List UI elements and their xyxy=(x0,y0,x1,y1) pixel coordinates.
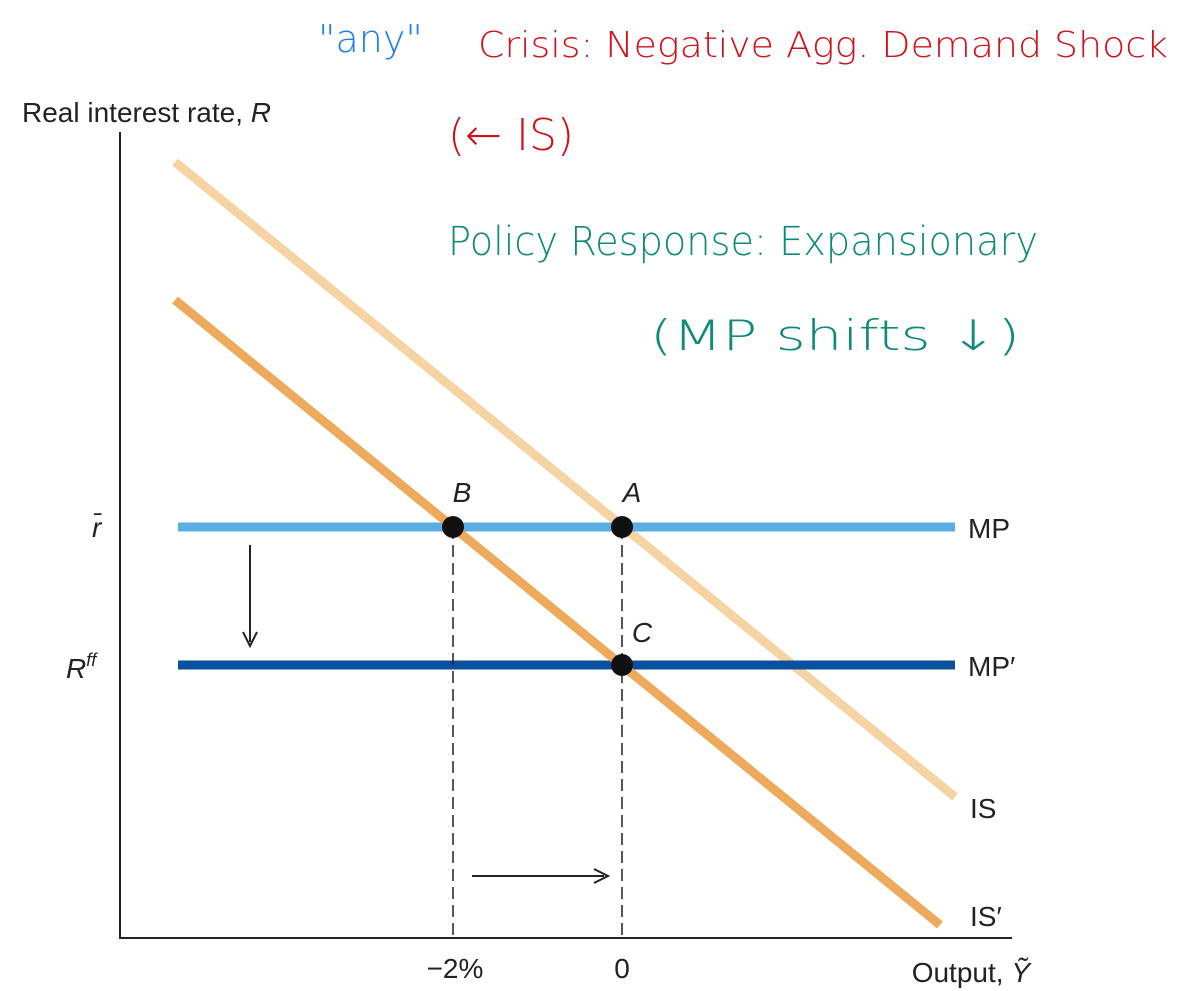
point-c-label: C xyxy=(632,617,653,648)
point-c xyxy=(611,654,633,676)
y-tick-rbar: r̄ xyxy=(92,512,103,543)
point-a xyxy=(611,516,633,538)
x-axis-label-text: Output, xyxy=(912,957,1012,988)
x-tick-minus2: −2% xyxy=(427,953,484,984)
y-tick-rff-sup: ff xyxy=(86,650,98,670)
annotation-shift-is: (← IS) xyxy=(448,110,574,161)
y-axis-label-text: Real interest rate, xyxy=(22,97,251,128)
is2-curve xyxy=(172,296,943,929)
point-b-label: B xyxy=(453,477,472,508)
annotation-any: "any" xyxy=(318,17,423,61)
point-b xyxy=(442,516,464,538)
annotation-policy: Policy Response: Expansionary xyxy=(448,219,1038,265)
arrow-down-head xyxy=(242,631,258,649)
y-axis-label: Real interest rate, R xyxy=(22,97,271,128)
mp2-label: MP′ xyxy=(968,651,1015,682)
annotation-crisis: Crisis: Negative Agg. Demand Shock xyxy=(478,25,1168,66)
arrow-right-head xyxy=(593,868,611,884)
is-label: IS xyxy=(970,793,996,824)
y-tick-rff: Rff xyxy=(66,650,98,684)
y-tick-rff-base: R xyxy=(66,653,86,684)
y-axis-label-var: R xyxy=(251,97,271,128)
x-axis-label: Output, Ỹ xyxy=(912,957,1033,988)
annotation-shift-mp: (MP shifts ↓) xyxy=(650,311,1020,360)
x-axis-label-var: Ỹ xyxy=(1011,957,1032,988)
mp-label: MP xyxy=(968,513,1010,544)
is-curve xyxy=(172,158,958,801)
x-tick-zero: 0 xyxy=(614,953,630,984)
is2-label: IS′ xyxy=(970,901,1002,932)
point-a-label: A xyxy=(621,477,642,508)
